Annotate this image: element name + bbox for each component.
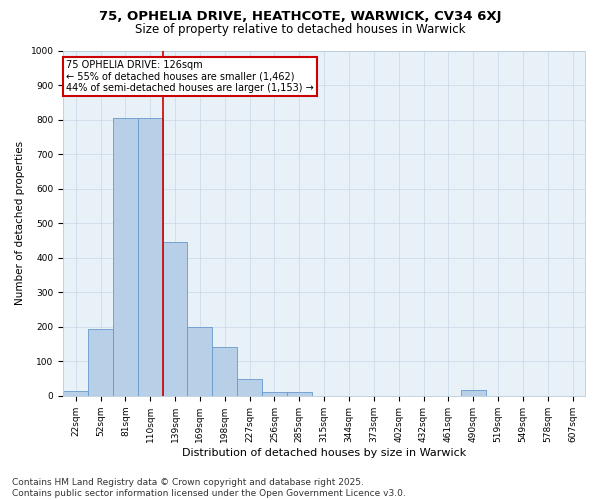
- Bar: [187, 327, 212, 396]
- X-axis label: Distribution of detached houses by size in Warwick: Distribution of detached houses by size …: [182, 448, 466, 458]
- Bar: [237, 378, 262, 396]
- Y-axis label: Number of detached properties: Number of detached properties: [15, 142, 25, 306]
- Bar: [113, 118, 138, 396]
- Text: 75 OPHELIA DRIVE: 126sqm
← 55% of detached houses are smaller (1,462)
44% of sem: 75 OPHELIA DRIVE: 126sqm ← 55% of detach…: [66, 60, 314, 93]
- Bar: [262, 392, 287, 396]
- Bar: [138, 118, 163, 396]
- Text: 75, OPHELIA DRIVE, HEATHCOTE, WARWICK, CV34 6XJ: 75, OPHELIA DRIVE, HEATHCOTE, WARWICK, C…: [99, 10, 501, 23]
- Bar: [212, 346, 237, 396]
- Bar: [287, 392, 312, 396]
- Bar: [461, 390, 485, 396]
- Bar: [88, 328, 113, 396]
- Text: Contains HM Land Registry data © Crown copyright and database right 2025.
Contai: Contains HM Land Registry data © Crown c…: [12, 478, 406, 498]
- Bar: [163, 242, 187, 396]
- Text: Size of property relative to detached houses in Warwick: Size of property relative to detached ho…: [135, 22, 465, 36]
- Bar: [63, 390, 88, 396]
